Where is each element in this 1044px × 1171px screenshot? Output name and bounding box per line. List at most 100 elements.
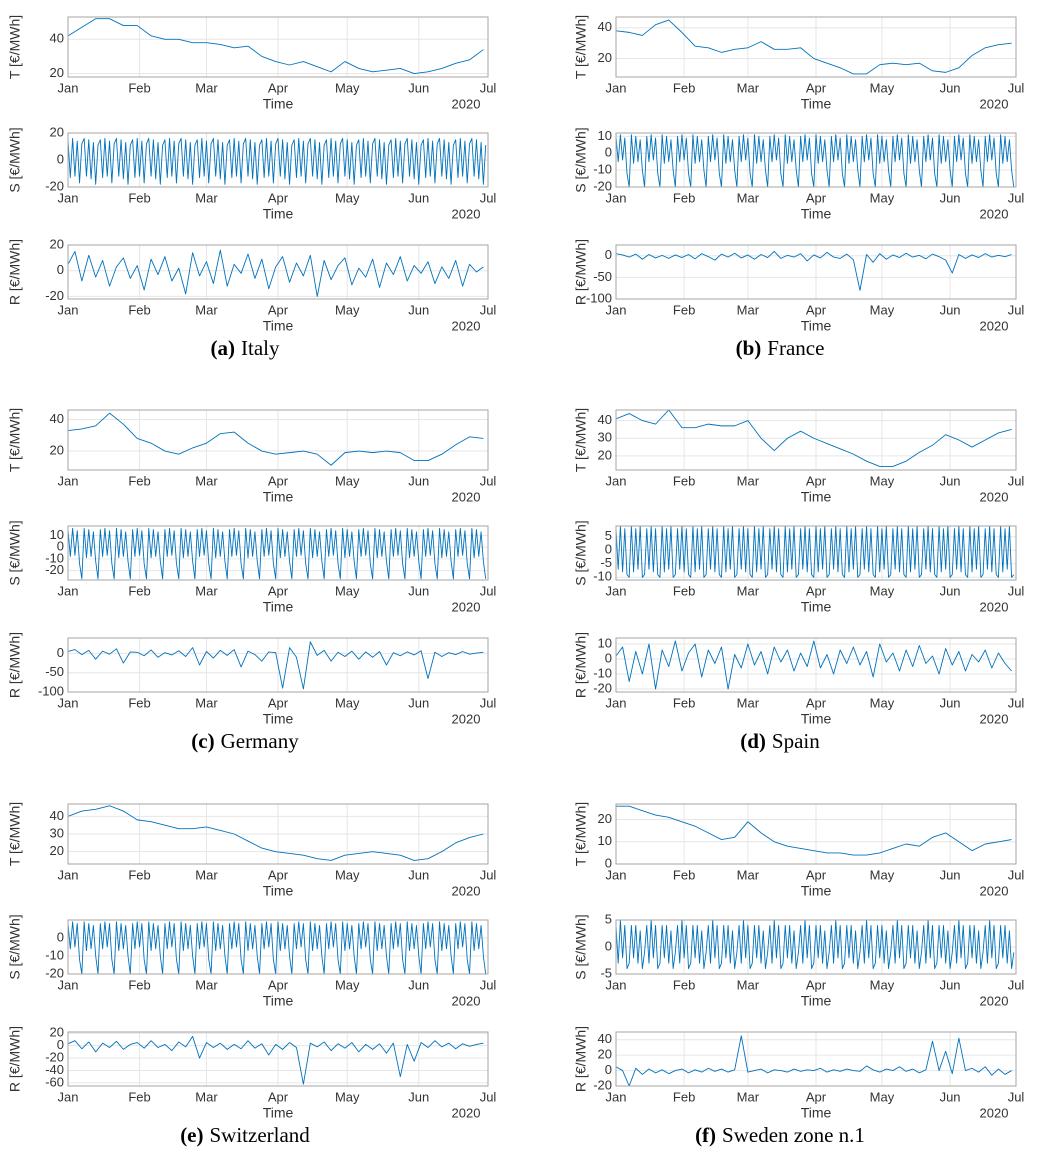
y-tick-label: 40: [598, 1031, 612, 1046]
x-tick-label: Jan: [58, 473, 79, 488]
x-axis-label: Time: [801, 489, 832, 505]
x-year-label: 2020: [452, 96, 481, 111]
series: [68, 921, 487, 974]
y-tick-label: 20: [50, 1025, 64, 1040]
x-tick-label: Jul: [1008, 80, 1025, 95]
x-tick-label: Jan: [606, 583, 627, 598]
plot-frame: [615, 919, 1017, 975]
plot-frame: [615, 525, 1017, 581]
y-tick-label: -10: [593, 665, 612, 680]
x-tick-label: Jul: [480, 695, 497, 710]
x-year-label: 2020: [980, 96, 1009, 111]
plot-frame: [67, 244, 489, 300]
x-tick-label: Jul: [480, 583, 497, 598]
x-axis-label: Time: [263, 96, 294, 112]
plot-frame: [615, 637, 1017, 693]
y-tick-label: 40: [50, 411, 64, 426]
caption-label: (f): [695, 1123, 716, 1147]
data-line: [68, 641, 484, 690]
y-axis-label: T [€/MWh]: [573, 15, 589, 79]
x-tick-label: Jul: [480, 473, 497, 488]
panel-caption: (b) France: [736, 336, 825, 360]
x-tick-label: Mar: [737, 80, 760, 95]
caption-label: (c): [191, 729, 214, 753]
x-axis-label: Time: [263, 993, 294, 1009]
x-tick-label: May: [870, 80, 895, 95]
y-axis-label: T [€/MWh]: [7, 15, 23, 79]
x-tick-label: Jul: [1008, 583, 1025, 598]
y-axis-label: T [€/MWh]: [7, 408, 23, 472]
y-tick-label: 0: [605, 542, 612, 557]
y-tick-label: -20: [45, 178, 64, 193]
y-axis-label: S [€/MWh]: [7, 127, 23, 192]
x-axis-label: Time: [263, 599, 294, 615]
caption-name: Switzerland: [210, 1123, 311, 1147]
y-axis-label: S [€/MWh]: [573, 520, 589, 585]
y-tick-label: 20: [598, 50, 612, 65]
series: [616, 920, 1015, 970]
x-year-label: 2020: [452, 206, 481, 221]
x-tick-label: Feb: [128, 80, 150, 95]
series: [616, 19, 1012, 75]
x-tick-label: May: [335, 190, 360, 205]
subplot: Jan Feb Mar Apr May Jun Jul -20-10 0 10 S [€/MWh] T…: [573, 127, 1025, 221]
y-tick-label: -5: [600, 965, 612, 980]
caption-name: France: [767, 336, 824, 360]
data-line: [616, 526, 1015, 578]
y-tick-label: -20: [45, 1050, 64, 1065]
y-axis-label: R [€/MWh]: [7, 632, 23, 698]
data-line: [68, 18, 484, 75]
x-tick-label: Apr: [806, 695, 827, 710]
x-tick-label: Jun: [408, 977, 429, 992]
data-line: [616, 19, 1012, 75]
y-tick-label: -50: [45, 664, 64, 679]
subplot: Jan Feb Mar Apr May Jun Jul 20 40 T [€/MWh] Time 20…: [573, 15, 1025, 112]
y-tick-label: -100: [586, 290, 612, 305]
series: [68, 641, 484, 690]
data-line: [68, 921, 487, 974]
y-axis-label: R [€/MWh]: [7, 239, 23, 305]
plot-frame: [615, 244, 1017, 300]
x-tick-label: Jan: [58, 80, 79, 95]
plot-frame: [615, 409, 1017, 471]
x-tick-label: May: [870, 190, 895, 205]
x-tick-label: Mar: [737, 190, 760, 205]
x-tick-label: May: [335, 1089, 360, 1104]
x-tick-label: Jan: [606, 867, 627, 882]
y-tick-label: 0: [57, 151, 64, 166]
subplot: Jan Feb Mar Apr May Jun Jul -10-505 S [€/MWh] Tim…: [573, 520, 1025, 614]
data-line: [616, 1035, 1012, 1086]
x-tick-label: Apr: [806, 190, 827, 205]
series: [616, 134, 1015, 187]
x-tick-label: Jun: [408, 80, 429, 95]
x-tick-label: Mar: [737, 1089, 760, 1104]
x-tick-label: Mar: [737, 583, 760, 598]
x-tick-label: Feb: [128, 473, 150, 488]
x-tick-label: May: [335, 473, 360, 488]
x-tick-label: Mar: [195, 473, 218, 488]
x-tick-label: Jan: [58, 977, 79, 992]
series: [68, 1035, 484, 1085]
x-tick-label: Jun: [940, 1089, 961, 1104]
x-tick-label: May: [870, 583, 895, 598]
x-tick-label: Feb: [673, 867, 695, 882]
x-tick-label: Apr: [806, 80, 827, 95]
data-line: [68, 249, 484, 297]
x-tick-label: Feb: [673, 190, 695, 205]
x-tick-label: Apr: [268, 80, 289, 95]
x-tick-label: Feb: [128, 583, 150, 598]
x-tick-label: Mar: [195, 1089, 218, 1104]
x-tick-label: Mar: [737, 977, 760, 992]
y-tick-label: -10: [45, 947, 64, 962]
x-tick-label: Mar: [195, 583, 218, 598]
series: [616, 251, 1012, 291]
y-tick-label: -10: [593, 162, 612, 177]
x-tick-label: Jun: [408, 302, 429, 317]
x-tick-label: Jun: [940, 302, 961, 317]
y-axis-label: R [€/MWh]: [7, 1026, 23, 1092]
subplot: Jan Feb Mar Apr May Jun Jul 20 40 T [€/MWh] Time 20…: [7, 15, 497, 112]
subplot: Jan Feb Mar Apr May Jun Jul -100 -50 0 R [€/MWh] Ti…: [573, 239, 1025, 334]
y-tick-label: 20: [50, 124, 64, 139]
plot-frame: [67, 919, 489, 975]
